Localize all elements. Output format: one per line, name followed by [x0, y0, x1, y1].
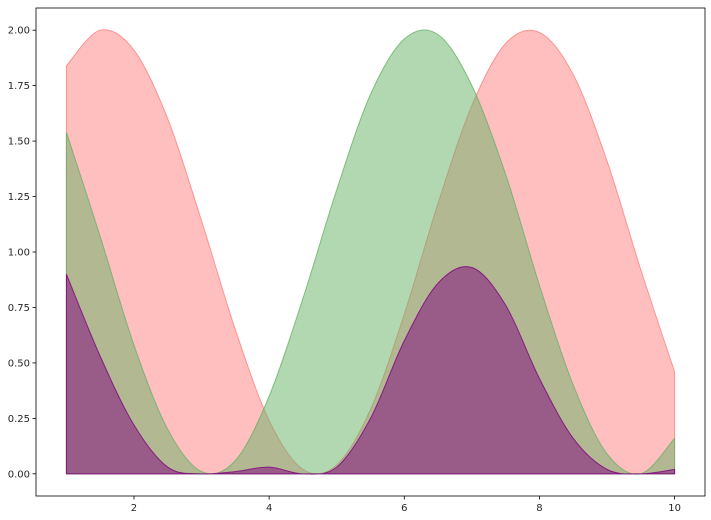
y-tick-label: 1.00 — [8, 248, 30, 259]
x-tick-label: 6 — [401, 503, 407, 514]
y-tick-label: 2.00 — [8, 26, 30, 37]
x-tick-label: 8 — [536, 503, 542, 514]
area-series-group — [65, 29, 676, 475]
y-tick-label: 1.75 — [8, 81, 30, 92]
y-tick-label: 1.50 — [8, 137, 30, 148]
y-tick-label: 0.00 — [8, 469, 30, 480]
x-tick-label: 10 — [668, 503, 681, 514]
x-tick-label: 4 — [266, 503, 272, 514]
y-tick-label: 1.25 — [8, 192, 30, 203]
y-tick-label: 0.25 — [8, 414, 30, 425]
y-tick-label: 0.75 — [8, 303, 30, 314]
axes-group: 2 4 6 8 10 0.00 0.25 0.50 0.75 1.00 1.25 1.50 1.75 2.… — [8, 7, 706, 514]
area-series-3 — [65, 266, 676, 475]
x-tick-label: 2 — [131, 503, 137, 514]
y-tick-label: 0.50 — [8, 358, 30, 369]
